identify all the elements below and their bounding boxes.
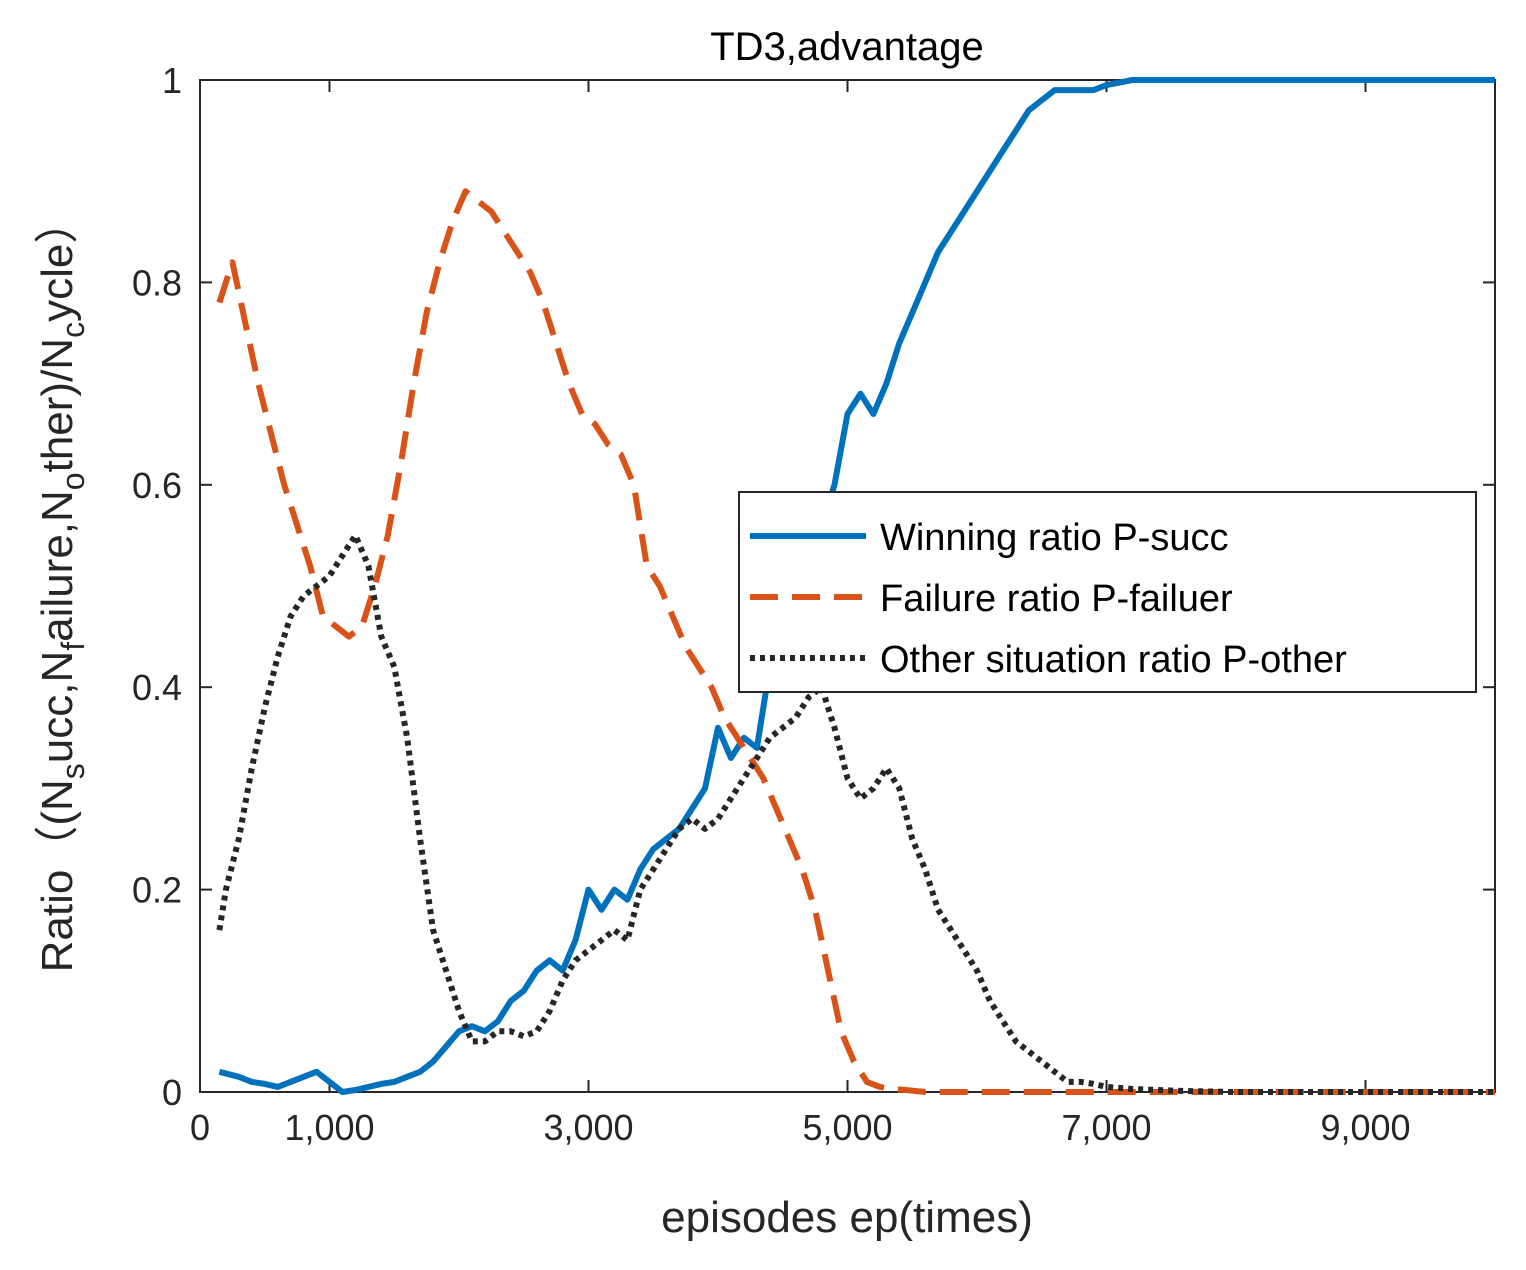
x-tick-label: 3,000 [543,1107,633,1148]
y-axis-title: Ratio（(Nsucc,Nfailure,Nother)/Ncycle） [33,200,91,973]
series-line-succ [218,77,1495,1095]
series-lines [216,77,1495,1095]
y-tick-label: 1 [162,60,182,101]
legend-label-succ: Winning ratio P-succ [880,517,1228,559]
y-tick-label: 0.2 [132,870,182,911]
y-tick-label: 0.4 [132,667,182,708]
x-tick-label: 0 [190,1107,210,1148]
x-tick-label: 5,000 [802,1107,892,1148]
legend-label-failure: Failure ratio P-failuer [880,578,1233,620]
axis-ticks: 0 1,000 3,000 5,000 7,000 9,000 0 0.2 0.4 0.6 0.8 1 [132,60,1495,1148]
x-tick-label: 7,000 [1061,1107,1151,1148]
y-tick-label: 0.6 [132,465,182,506]
y-tick-label: 0 [162,1072,182,1113]
series-line-failure [216,188,1495,1095]
x-tick-label: 1,000 [284,1107,374,1148]
chart-title: TD3,advantage [710,25,984,69]
y-tick-label: 0.8 [132,262,182,303]
series-line-other [216,532,1495,1095]
x-tick-label: 9,000 [1320,1107,1410,1148]
legend-label-other: Other situation ratio P-other [880,639,1347,681]
legend: Winning ratio P-succ Failure ratio P-fai… [738,491,1477,693]
x-axis-title: episodes ep(times) [661,1193,1033,1242]
